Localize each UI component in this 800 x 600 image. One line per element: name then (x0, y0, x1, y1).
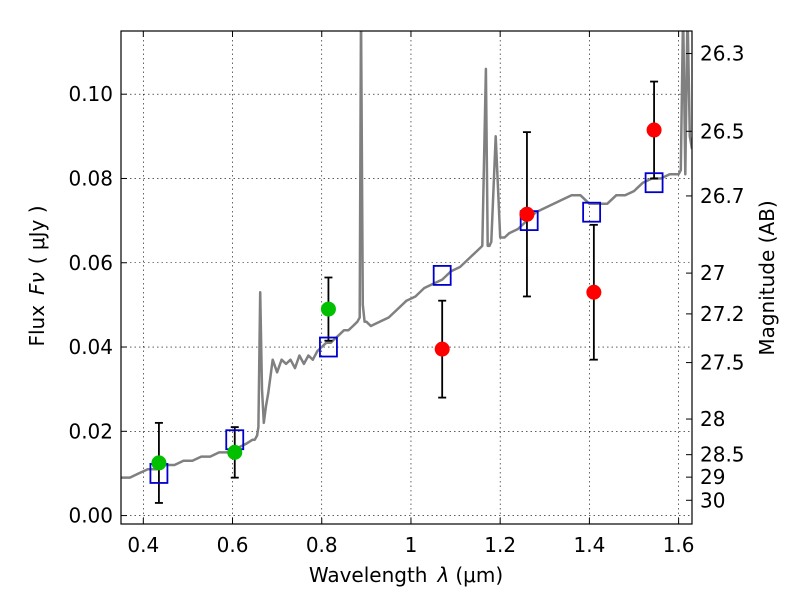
data-markers (149, 122, 664, 484)
right-tick-label: 26.3 (700, 42, 745, 66)
model-photometry-square (644, 172, 664, 194)
observed-point (519, 206, 535, 222)
x-tick-label: 0.8 (306, 533, 338, 557)
x-tick-label: 0.4 (127, 533, 159, 557)
right-tick-label: 28.5 (700, 443, 745, 467)
right-axis-label: Magnitude (AB) (755, 200, 779, 355)
right-tick-label: 26.7 (700, 184, 745, 208)
x-tick-label: 1.6 (663, 533, 695, 557)
y-tick-label: 0.08 (68, 166, 113, 190)
observed-point (320, 301, 336, 317)
y-tick-label: 0.00 (68, 504, 113, 528)
plot-frame (120, 30, 693, 525)
right-tick-label: 27.2 (700, 302, 745, 326)
error-bars (154, 80, 659, 504)
right-tick-label: 27.5 (700, 351, 745, 375)
model-photometry-square (319, 336, 338, 358)
right-tick-label: 30 (700, 488, 725, 512)
y-tick-label: 0.10 (68, 82, 113, 106)
x-tick-label: 1.2 (484, 533, 516, 557)
observed-point (646, 122, 662, 138)
y-tick-label: 0.06 (68, 251, 113, 275)
model-sed-line (121, 31, 692, 479)
y-axis-ticks: 0.00 0.02 0.04 0.06 0.08 0.10 (68, 82, 127, 528)
right-tick-label: 27 (700, 261, 725, 285)
x-axis-ticks: 0.4 0.6 0.8 1 1.2 1.4 1.6 (127, 31, 695, 557)
grid-lines (121, 31, 692, 524)
x-tick-label: 0.6 (217, 533, 249, 557)
model-photometry-square (432, 264, 452, 286)
right-tick-label: 28 (700, 407, 725, 431)
observed-point (586, 284, 602, 300)
x-axis-label: Wavelength λ (μm) (309, 563, 503, 587)
right-tick-label: 26.5 (700, 119, 745, 143)
y-tick-label: 0.04 (68, 335, 113, 359)
observed-point (151, 455, 167, 471)
x-tick-label: 1 (405, 533, 418, 557)
y-tick-label: 0.02 (68, 419, 113, 443)
y-axis-label: FluxFν( μJy ) (25, 205, 49, 346)
observed-point (434, 341, 450, 357)
model-sed-curve (121, 31, 692, 479)
model-photometry-square (582, 201, 602, 223)
right-tick-label: 29 (700, 465, 725, 489)
x-tick-label: 1.4 (573, 533, 605, 557)
observed-point (227, 444, 243, 460)
